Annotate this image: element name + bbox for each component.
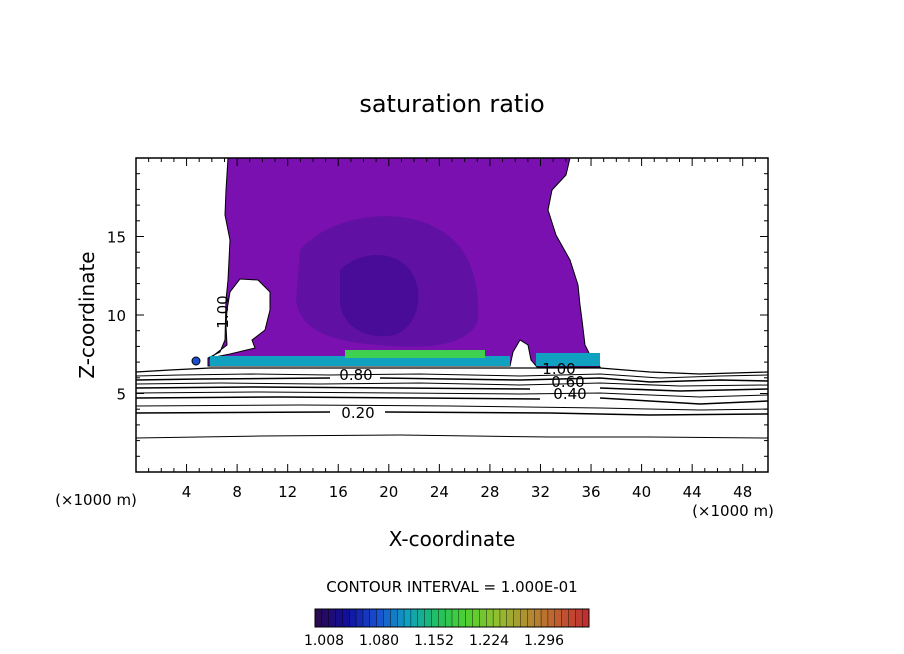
- x-unit-left: (×1000 m): [55, 491, 137, 509]
- x-tick-label: 28: [480, 483, 499, 501]
- colorbar-cell: [561, 608, 569, 628]
- x-ticks: [148, 158, 756, 472]
- colorbar: [314, 608, 590, 628]
- contour-line-0.40: [135, 396, 769, 405]
- contour-label: 1.00: [542, 360, 575, 378]
- colorbar-cell: [376, 608, 384, 628]
- x-tick-label: 16: [329, 483, 348, 501]
- colorbar-cell: [362, 608, 371, 628]
- colorbar-cell: [335, 608, 343, 628]
- colorbar-cell: [410, 608, 419, 628]
- y-ticks: [136, 173, 768, 457]
- colorbar-tick-label: 1.224: [469, 633, 509, 649]
- colorbar-cell: [424, 608, 432, 628]
- x-tick-label: 48: [733, 483, 752, 501]
- colorbar-cell: [527, 608, 535, 628]
- colorbar-cell: [321, 608, 330, 628]
- colorbar-cell: [465, 608, 474, 628]
- colorbar-cell: [314, 608, 323, 628]
- x-tick-label: 24: [430, 483, 449, 501]
- y-tick-label: 10: [107, 307, 126, 325]
- colorbar-cell: [369, 608, 378, 628]
- colorbar-cell: [581, 608, 590, 628]
- colorbar-cell: [568, 608, 576, 628]
- colorbar-tick-label: 1.296: [524, 633, 564, 649]
- colorbar-cell: [534, 608, 542, 628]
- x-tick-label: 36: [581, 483, 600, 501]
- contour-lines: [135, 367, 769, 439]
- cloud-fragment: [191, 356, 201, 366]
- contour-line-0.90: [135, 373, 769, 379]
- colorbar-cell: [355, 608, 364, 628]
- x-axis-label: X-coordinate: [389, 527, 516, 551]
- colorbar-cell: [438, 608, 446, 628]
- contour-line-0.70: [135, 382, 769, 387]
- colorbar-cell: [328, 608, 337, 628]
- colorbar-cell: [513, 608, 522, 628]
- x-tick-label: 40: [632, 483, 651, 501]
- cloud-base-band-green: [345, 350, 485, 358]
- x-tick-label: 32: [531, 483, 550, 501]
- colorbar-cell: [417, 608, 426, 628]
- colorbar-cell: [492, 608, 501, 628]
- y-tick-label: 15: [107, 229, 126, 247]
- colorbar-cell: [403, 608, 412, 628]
- contour-line-1.00: [135, 367, 769, 375]
- colorbar-cell: [554, 608, 563, 628]
- supersaturated-region: [191, 157, 601, 368]
- x-tick-label: 44: [683, 483, 702, 501]
- contour-line-0.10: [135, 434, 769, 439]
- colorbar-labels: 1.008 1.080 1.152 1.224 1.296: [304, 633, 564, 649]
- contour-line-0.80: [135, 377, 769, 383]
- cloud-base-band: [210, 356, 510, 366]
- colorbar-cell: [540, 608, 549, 628]
- colorbar-cell: [575, 608, 583, 628]
- colorbar-cell: [451, 608, 460, 628]
- colorbar-tick-label: 1.152: [414, 633, 454, 649]
- colorbar-cell: [499, 608, 508, 628]
- colorbar-tick-label: 1.008: [304, 633, 344, 649]
- cloud-interior-deep: [340, 255, 419, 337]
- colorbar-cell: [472, 608, 480, 628]
- contour-line-0.20: [135, 411, 769, 416]
- contour-label: 1.00: [214, 295, 232, 328]
- colorbar-tick-label: 1.080: [359, 633, 399, 649]
- colorbar-cell: [383, 608, 391, 628]
- x-tick-label: 12: [278, 483, 297, 501]
- cloud-base-band-right: [536, 353, 600, 366]
- colorbar-cell: [431, 608, 439, 628]
- colorbar-cell: [547, 608, 556, 628]
- contour-label: 0.60: [551, 373, 584, 391]
- colorbar-cell: [520, 608, 528, 628]
- colorbar-cell: [349, 608, 357, 628]
- contour-label: 0.40: [553, 385, 586, 403]
- colorbar-cell: [486, 608, 494, 628]
- colorbar-cell: [506, 608, 515, 628]
- colorbar-frame: [314, 608, 590, 628]
- colorbar-cell: [458, 608, 467, 628]
- y-axis-label: Z-coordinate: [75, 251, 99, 378]
- colorbar-cell: [444, 608, 453, 628]
- contour-label: 0.80: [339, 366, 372, 384]
- y-tick-label: 5: [116, 386, 126, 404]
- contour-line-0.60: [135, 386, 769, 392]
- x-tick-label: 8: [232, 483, 242, 501]
- x-tick-label: 20: [379, 483, 398, 501]
- contour-labels: 0.80 0.20 1.00 0.60 0.40 1.00: [214, 295, 587, 422]
- contour-line-0.50: [135, 391, 769, 398]
- contour-interval-text: CONTOUR INTERVAL = 1.000E-01: [326, 578, 577, 596]
- contour-label: 0.20: [341, 404, 374, 422]
- contour-line-0.30: [135, 404, 769, 411]
- colorbar-cell: [479, 608, 487, 628]
- chart-title: saturation ratio: [359, 90, 544, 118]
- colorbar-cell: [390, 608, 398, 628]
- colorbar-cell: [342, 608, 350, 628]
- x-unit-right: (×1000 m): [692, 502, 774, 520]
- x-tick-label: 4: [182, 483, 192, 501]
- colorbar-cell: [397, 608, 405, 628]
